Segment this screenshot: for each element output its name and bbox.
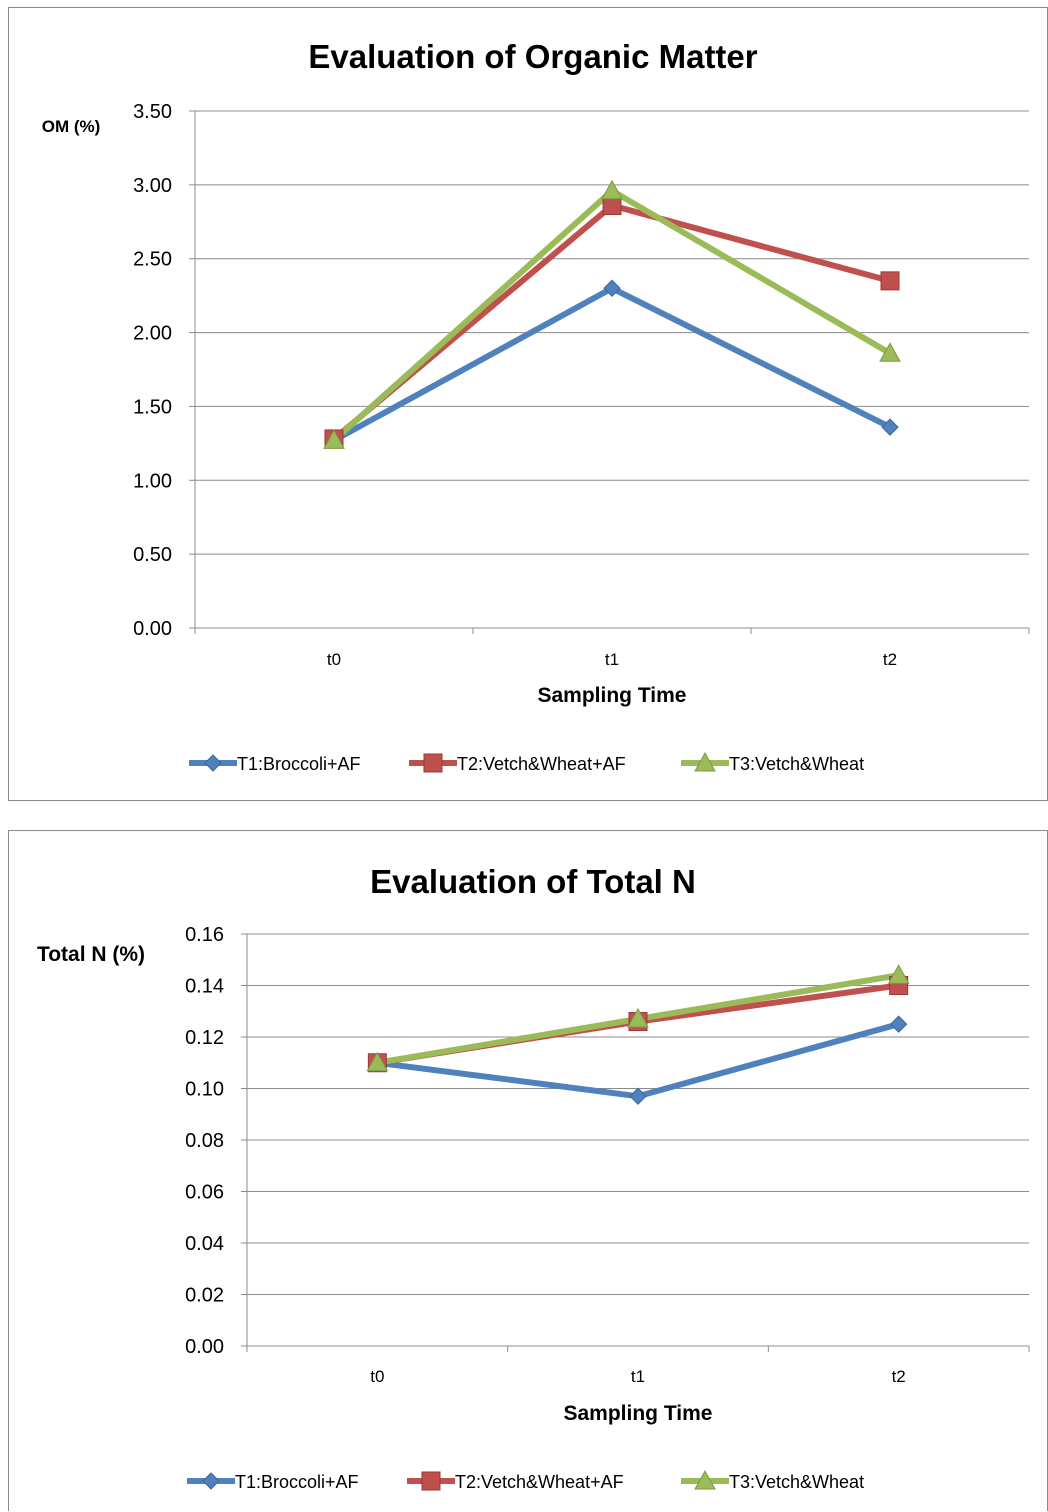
n-series-3-point	[366, 1051, 389, 1072]
n-xtick-label: t2	[892, 1367, 906, 1386]
om-series-line-3	[331, 187, 892, 443]
om-ytick-label: 2.50	[133, 249, 172, 271]
n-ytick-label: 0.00	[185, 1336, 224, 1358]
om-legend-label-2: T2:Vetch&Wheat+AF	[457, 754, 626, 774]
n-legend-marker-2	[421, 1471, 441, 1491]
n-legend-label-2: T2:Vetch&Wheat+AF	[455, 1472, 624, 1492]
n-ytick-label: 0.08	[185, 1130, 224, 1152]
n-legend-marker-3	[694, 1469, 716, 1490]
n-ytick-label: 0.12	[185, 1027, 224, 1049]
n-ytick-label: 0.04	[185, 1233, 224, 1255]
n-ytick-label: 0.14	[185, 976, 224, 998]
om-xtick-label: t1	[605, 650, 619, 669]
om-series-2-point	[880, 271, 900, 291]
n-legend-marker-1	[202, 1472, 220, 1490]
om-legend-marker-1	[204, 754, 222, 772]
n-series-1-point	[889, 1015, 908, 1033]
om-series-3-point	[601, 179, 623, 200]
om-legend-label-1: T1:Broccoli+AF	[237, 754, 361, 774]
om-series-1-point	[603, 279, 621, 297]
om-series-1-point	[881, 418, 899, 436]
om-ytick-label: 1.00	[133, 470, 172, 492]
total-n-chart-panel: Evaluation of Total N 0.00 0.02 0.04 0.06 0.0…	[8, 830, 1048, 1511]
n-x-axis-label: Sampling Time	[564, 1402, 713, 1425]
om-ytick-label: 2.00	[133, 323, 172, 345]
om-legend-marker-2	[423, 753, 443, 773]
n-series-3-point	[887, 964, 910, 984]
total-n-chart: Evaluation of Total N 0.00 0.02 0.04 0.06 0.0…	[37, 863, 1030, 1492]
om-series-3-point	[323, 429, 345, 449]
om-x-axis-label: Sampling Time	[538, 684, 687, 707]
om-legend-label-3: T3:Vetch&Wheat	[729, 754, 864, 774]
n-ytick-label: 0.16	[185, 924, 224, 946]
n-y-axis-label: Total N (%)	[37, 943, 145, 966]
n-series-1-point	[629, 1087, 647, 1105]
om-chart-panel: Evaluation of Organic Matter 0.00 0.50 1.00…	[8, 7, 1048, 801]
n-ytick-label: 0.02	[185, 1285, 224, 1307]
om-xtick-label: t0	[327, 650, 341, 669]
n-chart-title: Evaluation of Total N	[370, 863, 696, 900]
n-legend-label-1: T1:Broccoli+AF	[235, 1472, 359, 1492]
om-chart-title: Evaluation of Organic Matter	[308, 38, 757, 75]
om-y-axis-label: OM (%)	[42, 117, 101, 136]
n-ytick-label: 0.06	[185, 1182, 224, 1204]
om-ytick-label: 0.00	[133, 618, 172, 640]
n-series-3-point	[627, 1007, 649, 1028]
om-ytick-label: 3.00	[133, 175, 172, 197]
n-legend-label-3: T3:Vetch&Wheat	[729, 1472, 864, 1492]
om-xtick-label: t2	[883, 650, 897, 669]
om-series-3-point	[879, 342, 901, 362]
n-ytick-label: 0.10	[185, 1079, 224, 1101]
om-chart: Evaluation of Organic Matter 0.00 0.50 1.00…	[42, 38, 1030, 774]
n-series-line-1	[376, 1021, 900, 1100]
n-xtick-label: t0	[370, 1367, 384, 1386]
om-legend-marker-3	[694, 751, 716, 772]
om-ytick-label: 0.50	[133, 544, 172, 566]
om-ytick-label: 1.50	[133, 396, 172, 418]
om-series-line-2	[332, 202, 891, 442]
om-ytick-label: 3.50	[133, 101, 172, 123]
n-xtick-label: t1	[631, 1367, 645, 1386]
